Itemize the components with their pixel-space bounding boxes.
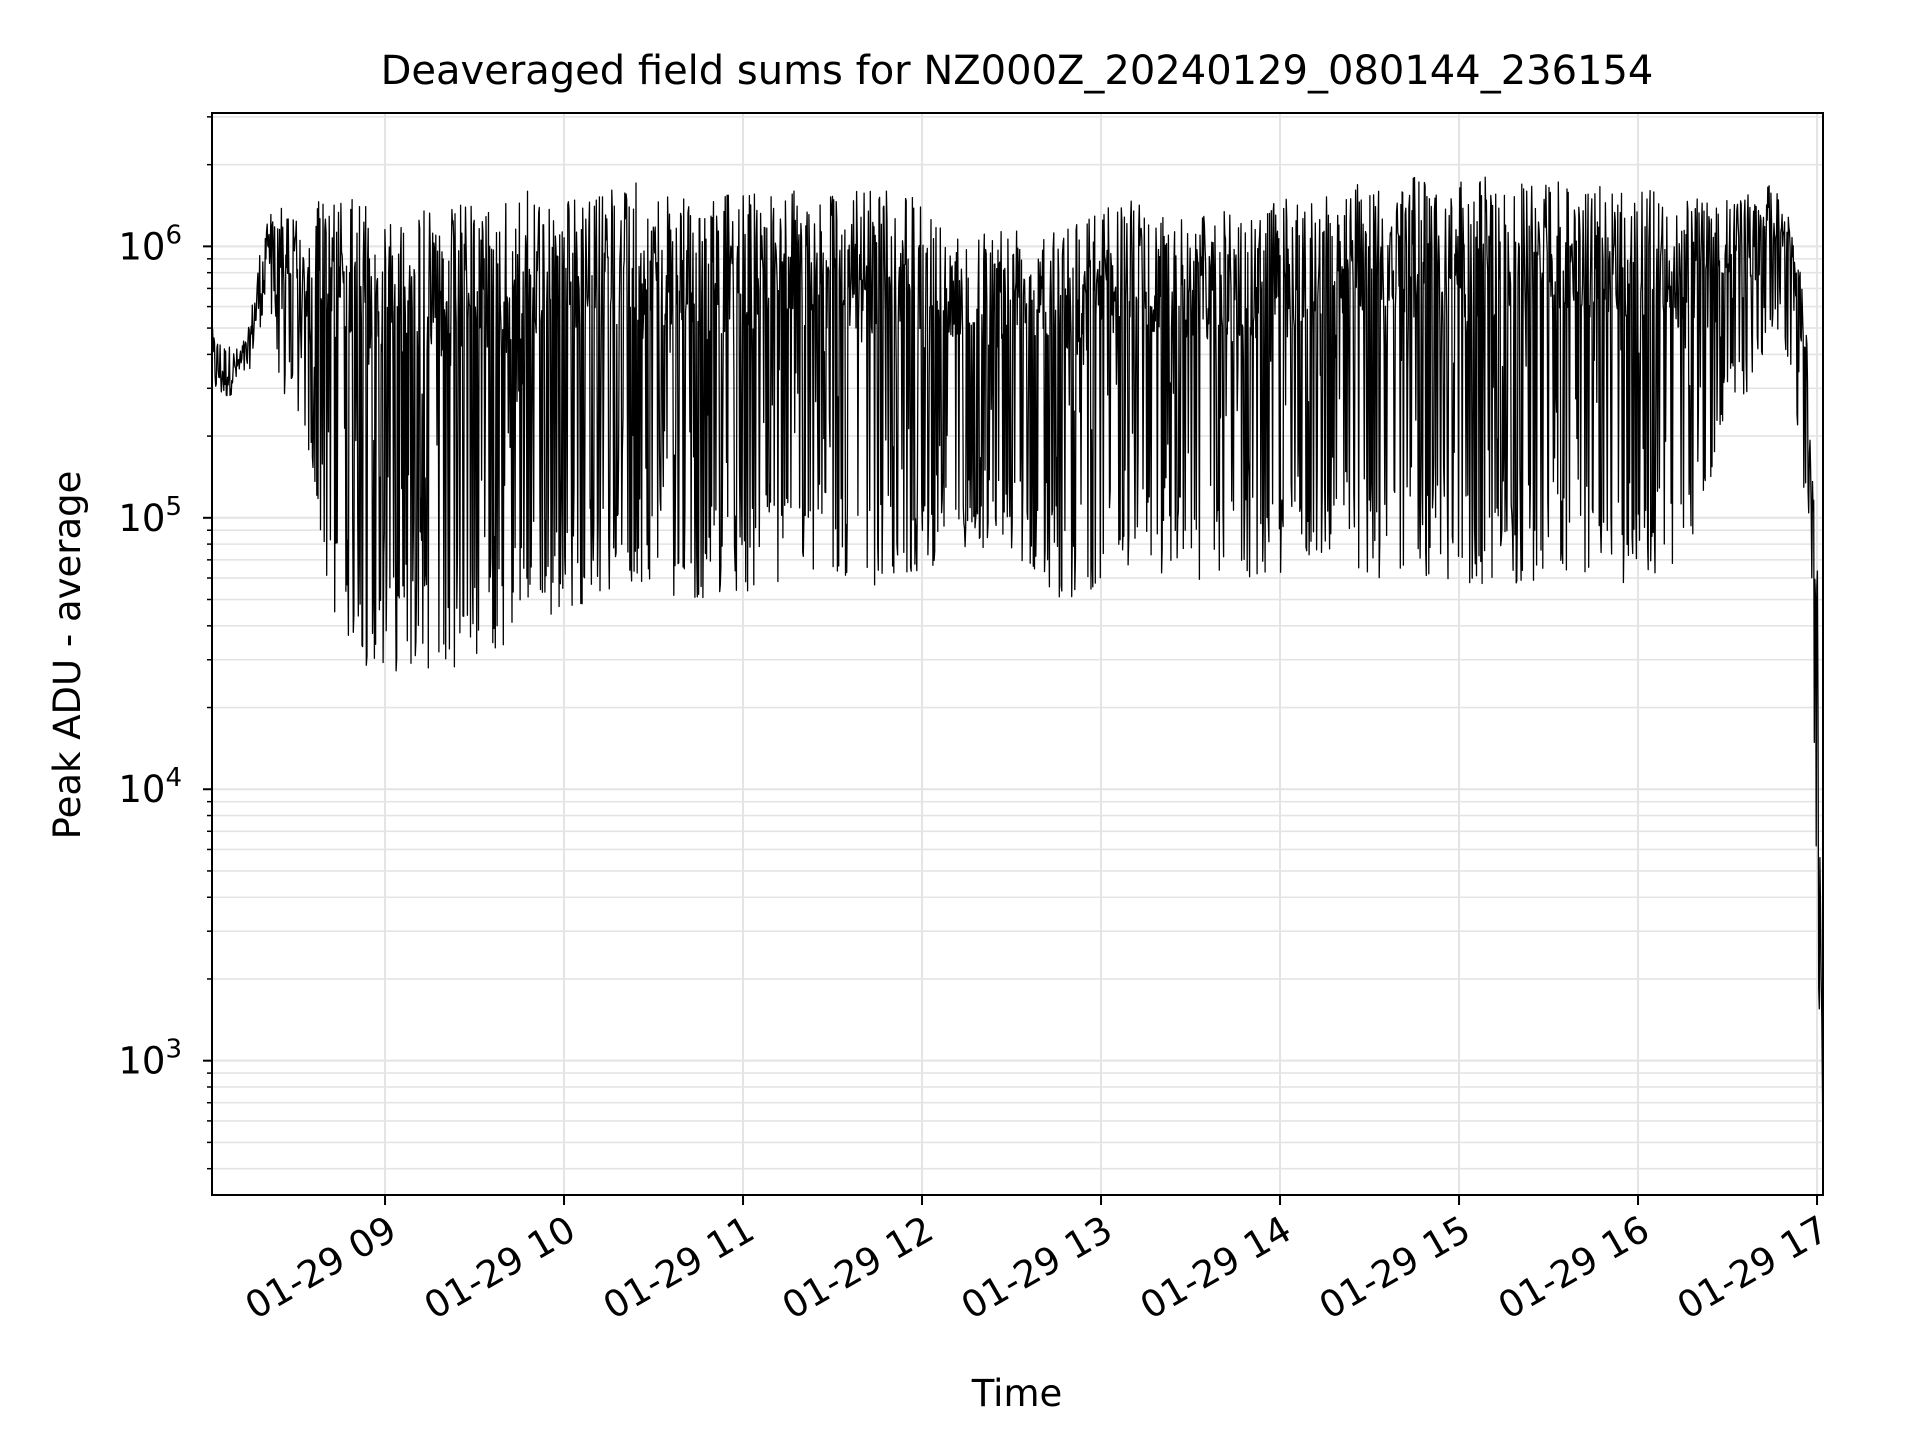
x-tick-label: 01-29 12 — [775, 1208, 941, 1328]
x-tick-label: 01-29 14 — [1133, 1208, 1299, 1328]
y-tick-label: 103 — [118, 1035, 182, 1083]
series-line — [211, 176, 1824, 1148]
x-tick-label: 01-29 10 — [417, 1208, 583, 1328]
x-tick-label: 01-29 17 — [1670, 1208, 1836, 1328]
x-axis-label: Time — [971, 1372, 1063, 1415]
chart-title: Deaveraged field sums for NZ000Z_2024012… — [381, 48, 1654, 94]
x-tick-label: 01-29 11 — [596, 1208, 762, 1328]
y-tick-label: 104 — [118, 763, 182, 811]
x-tick-label: 01-29 16 — [1491, 1208, 1657, 1328]
y-tick-label: 105 — [118, 492, 182, 540]
x-tick-label: 01-29 15 — [1312, 1208, 1478, 1328]
plot-frame — [211, 112, 1824, 1196]
series-layer — [211, 176, 1824, 1148]
x-tick-label: 01-29 09 — [238, 1208, 404, 1328]
y-tick-label: 106 — [118, 220, 182, 268]
y-axis-label: Peak ADU - average — [46, 471, 89, 840]
x-tick-label: 01-29 13 — [954, 1208, 1120, 1328]
grid-layer — [212, 113, 1823, 1195]
